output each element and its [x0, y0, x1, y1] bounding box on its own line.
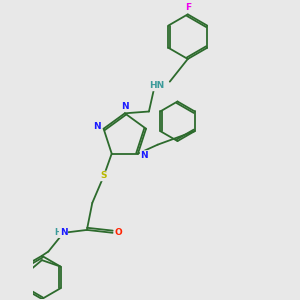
Text: N: N	[141, 151, 148, 160]
Text: HN: HN	[150, 82, 165, 91]
Text: N: N	[93, 122, 101, 131]
Text: S: S	[100, 172, 107, 181]
Text: N: N	[121, 102, 129, 111]
Text: O: O	[114, 228, 122, 237]
Text: H: H	[55, 228, 62, 237]
Text: N: N	[60, 228, 67, 237]
Text: F: F	[185, 3, 191, 12]
